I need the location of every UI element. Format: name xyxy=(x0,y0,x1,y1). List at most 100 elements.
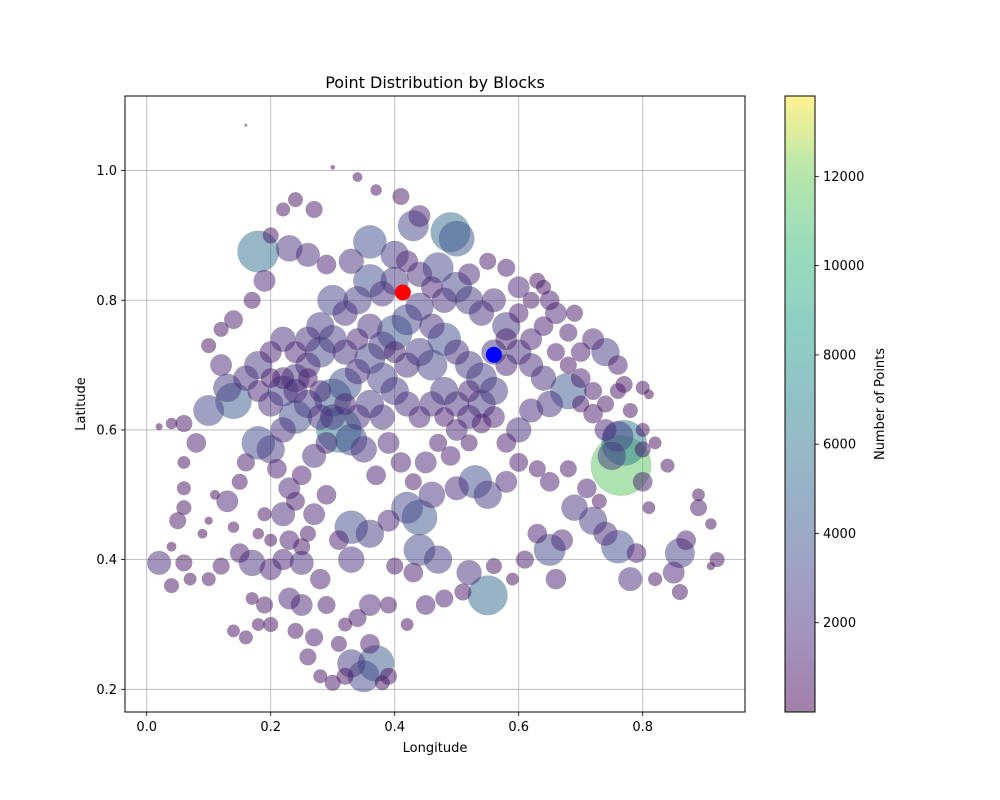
block-point xyxy=(705,518,717,530)
block-point xyxy=(201,571,216,587)
block-point xyxy=(176,500,192,516)
chart-title: Point Distribution by Blocks xyxy=(325,73,545,92)
block-point xyxy=(386,557,404,575)
colorbar-ticks: 2000 4000 6000 8000 10000 12000 xyxy=(815,170,864,631)
block-point xyxy=(583,381,603,401)
block-point xyxy=(201,337,217,354)
colorbar-tick-label: 8000 xyxy=(823,348,856,363)
block-point xyxy=(418,481,446,509)
block-point xyxy=(353,225,387,259)
block-point xyxy=(324,674,341,691)
block-point xyxy=(285,491,306,511)
block-point xyxy=(355,519,385,548)
block-point xyxy=(287,192,304,208)
block-point xyxy=(383,341,406,364)
block-point xyxy=(213,321,229,338)
block-point xyxy=(508,303,529,324)
block-point xyxy=(609,382,627,400)
block-point xyxy=(328,530,349,551)
block-point xyxy=(423,545,453,574)
block-point xyxy=(660,458,675,473)
block-point xyxy=(444,476,469,501)
block-point xyxy=(369,281,396,307)
block-point xyxy=(295,242,321,268)
block-point xyxy=(479,252,497,270)
block-point xyxy=(471,413,492,434)
block-point xyxy=(435,589,454,608)
block-point xyxy=(330,164,336,170)
block-point xyxy=(263,616,279,633)
block-point xyxy=(303,503,326,526)
block-point xyxy=(533,316,554,337)
block-point xyxy=(572,395,590,413)
block-point xyxy=(618,566,643,592)
block-point xyxy=(197,528,208,539)
x-tick-label: 0.0 xyxy=(136,720,157,735)
block-point xyxy=(252,527,265,540)
block-point xyxy=(647,571,663,587)
block-point xyxy=(535,279,552,295)
block-point xyxy=(391,491,424,524)
block-point xyxy=(165,417,178,430)
block-point xyxy=(414,451,437,474)
block-point xyxy=(691,488,706,502)
block-point xyxy=(485,557,503,575)
block-point xyxy=(676,530,697,551)
block-point xyxy=(632,471,653,492)
block-point xyxy=(390,452,412,473)
block-point xyxy=(582,328,605,351)
block-point xyxy=(366,465,387,486)
block-point xyxy=(570,342,591,363)
block-point xyxy=(565,304,584,322)
block-point xyxy=(496,432,517,453)
block-point xyxy=(176,481,192,496)
block-point xyxy=(481,288,507,313)
block-point xyxy=(507,276,530,299)
block-point xyxy=(594,418,617,441)
block-point xyxy=(244,123,248,127)
block-point xyxy=(210,354,233,377)
block-point xyxy=(344,358,371,385)
x-tick-label: 0.8 xyxy=(632,720,653,735)
block-point xyxy=(259,341,282,364)
block-point xyxy=(460,434,478,452)
block-point xyxy=(304,628,324,647)
block-point xyxy=(247,379,270,403)
block-point xyxy=(400,617,414,632)
block-point xyxy=(440,445,461,466)
block-point xyxy=(438,220,475,257)
block-point xyxy=(593,521,618,546)
block-point xyxy=(146,550,172,576)
block-point xyxy=(204,516,213,525)
block-point xyxy=(495,328,518,351)
block-point xyxy=(245,591,259,606)
block-point xyxy=(643,389,654,400)
colorbar-tick-label: 10000 xyxy=(823,259,864,274)
block-point xyxy=(262,227,279,244)
highlight-markers xyxy=(394,284,502,363)
block-point xyxy=(634,441,651,458)
y-tick-label: 1.0 xyxy=(96,164,117,179)
y-tick-label: 0.2 xyxy=(96,683,117,698)
block-point xyxy=(229,543,250,564)
highlight-marker xyxy=(485,346,502,363)
block-point xyxy=(518,398,544,423)
block-point xyxy=(299,525,317,542)
block-point xyxy=(209,489,220,500)
colorbar-frame xyxy=(784,95,816,713)
block-point xyxy=(284,341,307,364)
y-tick-label: 0.4 xyxy=(96,553,117,568)
y-axis-label: Latitude xyxy=(74,377,89,431)
block-point xyxy=(212,557,230,575)
block-point xyxy=(291,465,312,486)
block-point xyxy=(419,313,445,339)
block-point xyxy=(545,568,567,590)
highlight-marker xyxy=(394,284,411,301)
block-point xyxy=(515,550,535,569)
data-points xyxy=(146,123,725,693)
block-point xyxy=(473,480,502,510)
block-point xyxy=(163,577,180,594)
block-point xyxy=(275,202,291,217)
colorbar-label: Number of Points xyxy=(873,348,888,460)
block-point xyxy=(689,499,708,517)
